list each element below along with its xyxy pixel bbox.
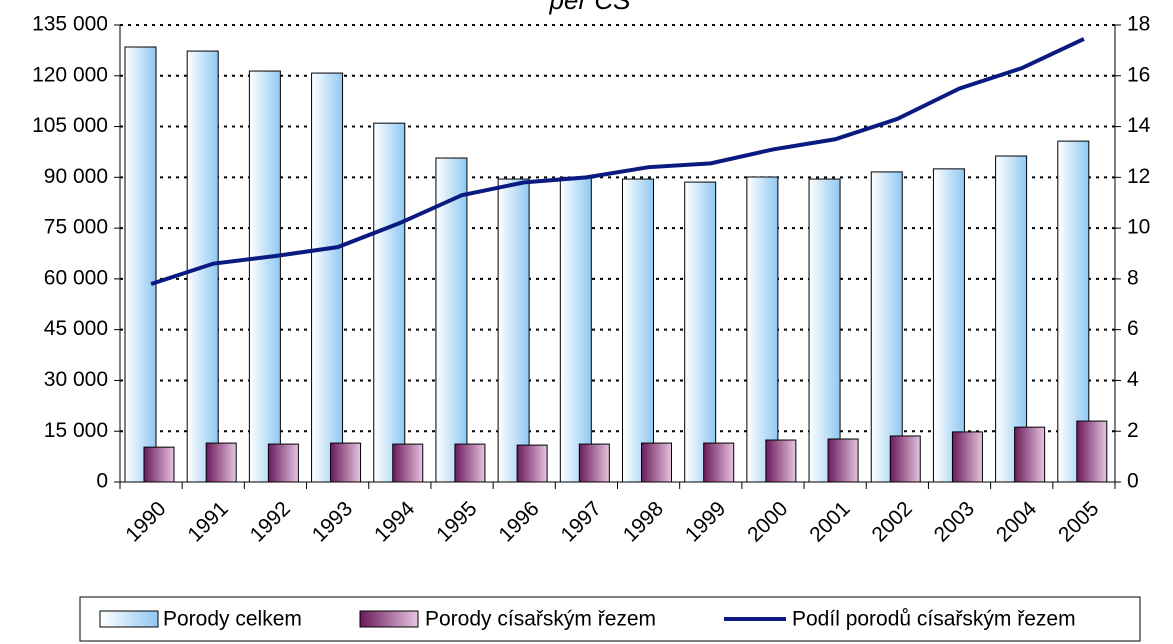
bar [330,442,362,483]
bar [765,439,797,483]
x-tick-label: 2004 [992,497,1042,547]
line [150,37,1085,286]
legend-label: Podíl porodů císařským řezem [792,608,1076,631]
bar [392,443,424,483]
bar [205,442,237,483]
x-tick-label: 2003 [930,497,979,546]
x-tick-label: 1995 [432,497,481,546]
y2-tick-label: 2 [1127,419,1139,442]
bar [827,438,859,483]
x-tick-label: 1994 [370,497,420,547]
y-tick-label: 75 000 [44,216,108,239]
bar [808,178,841,483]
legend-label: Porody celkem [163,608,302,631]
x-tick-label: 2000 [743,497,792,546]
bar [622,178,654,483]
y-tick-label: 15 000 [44,419,108,442]
bar [870,171,903,483]
bar [578,443,610,483]
x-tick-label: 1997 [557,497,606,546]
y2-tick-label: 18 [1127,13,1150,36]
bar [746,176,779,483]
y-tick-label: 135 000 [32,13,108,36]
y2-tick-label: 0 [1127,470,1139,493]
x-tick-label: 1996 [494,497,543,546]
bar [1014,426,1046,483]
y-tick-label: 120 000 [32,63,108,86]
x-tick-label: 2005 [1054,497,1103,546]
bar [311,72,344,483]
x-tick-label: 1991 [183,497,232,546]
bar [248,70,281,483]
y2-tick-label: 6 [1127,317,1139,340]
bar [267,443,299,483]
x-tick-label: 1998 [619,497,668,546]
bar [684,181,717,483]
y2-tick-label: 16 [1127,63,1150,86]
y2-tick-label: 8 [1127,266,1139,289]
y-tick-label: 105 000 [32,114,108,137]
legend-swatch [99,610,159,628]
bar [454,443,486,483]
y-tick-label: 60 000 [44,266,108,289]
y-tick-label: 45 000 [44,317,108,340]
bar [1076,420,1108,483]
legend-swatch [359,610,419,628]
bar [435,157,468,483]
bar [373,122,406,483]
y-tick-label: 30 000 [44,368,108,391]
bar [703,442,735,483]
bar [559,176,592,483]
legend-label: Porody císařským řezem [425,608,656,631]
y-tick-label: 90 000 [44,165,108,188]
x-tick-label: 1992 [246,497,295,546]
y-tick-label: 0 [96,470,108,493]
x-tick-label: 1993 [308,497,357,546]
y2-tick-label: 10 [1127,216,1150,239]
chart-title: per CS [549,0,632,15]
bar [932,168,965,483]
x-tick-label: 1990 [121,497,170,546]
bar [641,442,672,483]
legend-box [79,596,1141,642]
bar [516,444,548,483]
bar [951,431,983,483]
bar [124,46,157,483]
y2-tick-label: 4 [1127,368,1139,391]
x-tick-label: 1999 [681,497,730,546]
bar [143,446,175,483]
bar [497,178,530,483]
x-tick-label: 2002 [868,497,917,546]
bar [889,435,921,483]
y2-tick-label: 12 [1127,165,1150,188]
y2-tick-label: 14 [1127,114,1151,137]
x-tick-label: 2001 [805,497,854,546]
